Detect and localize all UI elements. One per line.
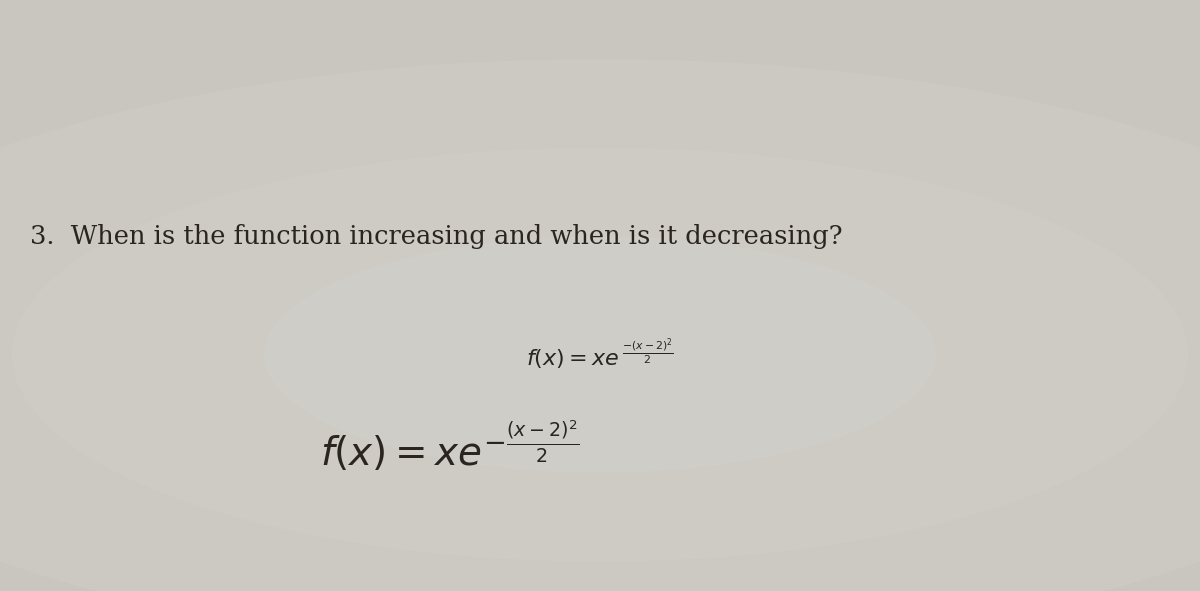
Text: $f(x)=xe^{-\frac{(x-2)^2}{2}}$: $f(x)=xe^{-\frac{(x-2)^2}{2}}$ (320, 418, 580, 474)
Ellipse shape (12, 148, 1188, 561)
Text: $f(x) = xe^{\,\frac{-(x-2)^2}{2}}$: $f(x) = xe^{\,\frac{-(x-2)^2}{2}}$ (526, 336, 674, 373)
Ellipse shape (0, 59, 1200, 591)
Text: 3.  When is the function increasing and when is it decreasing?: 3. When is the function increasing and w… (30, 224, 842, 249)
